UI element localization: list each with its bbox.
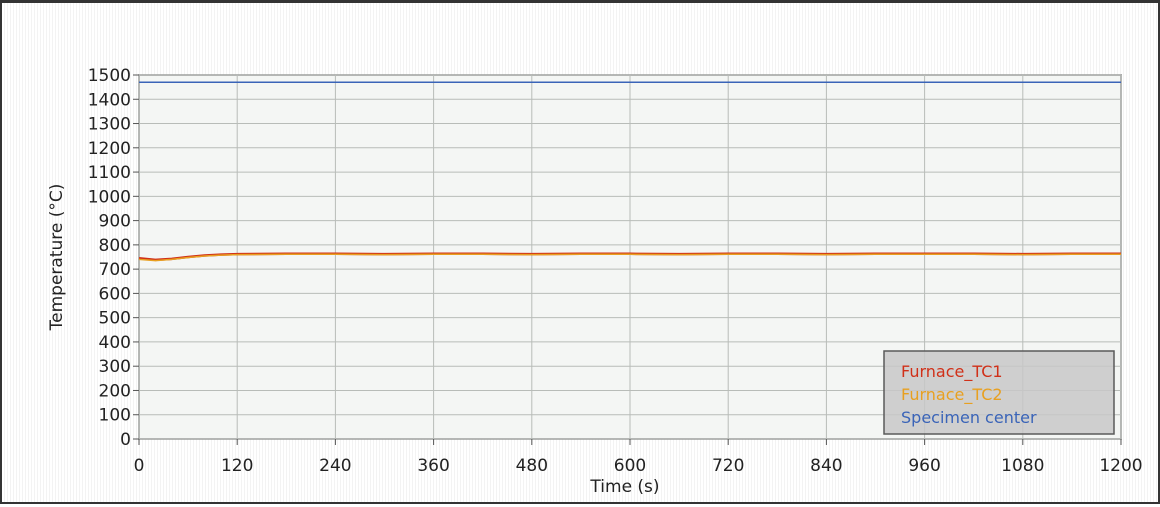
y-tick-label: 1100 bbox=[88, 163, 131, 183]
x-tick-label: 360 bbox=[417, 456, 449, 476]
y-tick-label: 700 bbox=[99, 260, 131, 280]
y-tick-label: 200 bbox=[99, 381, 131, 401]
y-tick-label: 0 bbox=[120, 430, 131, 450]
legend-item-specimen-center: Specimen center bbox=[901, 408, 1037, 427]
y-tick-label: 400 bbox=[99, 333, 131, 353]
y-tick-label: 300 bbox=[99, 357, 131, 377]
y-tick-label: 500 bbox=[99, 309, 131, 329]
x-axis-label: Time (s) bbox=[589, 477, 659, 497]
y-tick-label: 600 bbox=[99, 284, 131, 304]
x-tick-label: 480 bbox=[516, 456, 548, 476]
y-tick-label: 800 bbox=[99, 236, 131, 256]
y-axis-label: Temperature (°C) bbox=[47, 184, 67, 332]
y-tick-label: 1300 bbox=[88, 115, 131, 135]
series-line-furnace-tc2 bbox=[138, 253, 1121, 262]
y-axis-ticks: 0 100 200 300 400 500 600 700 800 900 1000 1100 1200… bbox=[88, 66, 139, 450]
legend-item-furnace-tc2: Furnace_TC2 bbox=[901, 385, 1003, 405]
x-tick-label: 1200 bbox=[1099, 456, 1142, 476]
x-tick-label: 1080 bbox=[1001, 456, 1044, 476]
y-tick-label: 900 bbox=[99, 212, 131, 232]
legend: Furnace_TC1 Furnace_TC2 Specimen center bbox=[883, 350, 1115, 435]
series-lines bbox=[138, 81, 1121, 262]
x-tick-label: 960 bbox=[908, 456, 940, 476]
x-tick-label: 720 bbox=[712, 456, 744, 476]
legend-box bbox=[883, 350, 1115, 435]
x-axis-ticks: 0 120 240 360 480 600 720 840 960 1080 1200 bbox=[134, 439, 1143, 476]
y-tick-label: 1200 bbox=[88, 139, 131, 159]
x-tick-label: 0 bbox=[134, 456, 145, 476]
y-tick-label: 1500 bbox=[88, 66, 131, 86]
x-tick-label: 600 bbox=[614, 456, 646, 476]
x-tick-label: 840 bbox=[810, 456, 842, 476]
y-tick-label: 1400 bbox=[88, 90, 131, 110]
temperature-chart: 0100200300400500600700800900100011001200… bbox=[47, 66, 1143, 497]
legend-item-furnace-tc1: Furnace_TC1 bbox=[901, 362, 1003, 382]
y-tick-label: 1000 bbox=[88, 187, 131, 207]
y-tick-label: 100 bbox=[99, 406, 131, 426]
x-tick-label: 120 bbox=[221, 456, 253, 476]
grid bbox=[138, 74, 1122, 440]
x-tick-label: 240 bbox=[319, 456, 351, 476]
